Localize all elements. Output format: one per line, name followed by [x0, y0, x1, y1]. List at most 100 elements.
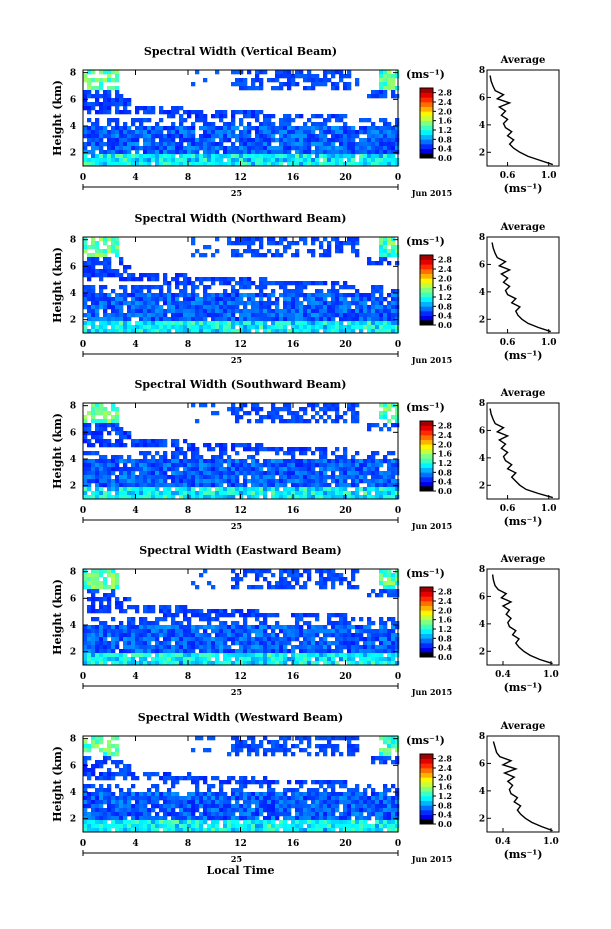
- colorbar-segment: [420, 148, 433, 154]
- colorbar-unit: (ms⁻¹): [406, 235, 445, 248]
- colorbar-segment: [420, 453, 433, 459]
- average-frame: [486, 568, 560, 666]
- colorbar-segment: [420, 763, 433, 769]
- colorbar-segment: [420, 596, 433, 602]
- colorbar-frame: [419, 87, 434, 159]
- y-tick-label: 6: [70, 262, 76, 272]
- colorbar-segment: [420, 315, 433, 321]
- avg-y-tick-label: 4: [479, 121, 485, 131]
- colorbar-unit: (ms⁻¹): [406, 734, 445, 747]
- average-profile: Average 0.4 1.0 2 4 6 8 (ms⁻¹): [479, 554, 560, 694]
- colorbar-tick-label: 0.8: [438, 800, 452, 810]
- colorbar-tick-label: 1.6: [438, 116, 452, 126]
- avg-y-tick-label: 2: [479, 814, 485, 824]
- date-label: Jun 2015: [411, 854, 452, 864]
- colorbar-frame: [419, 586, 434, 658]
- colorbar-segment: [420, 605, 433, 611]
- y-tick-label: 4: [70, 122, 76, 132]
- y-tick-label: 6: [70, 761, 76, 771]
- x-axis-label: Local Time: [207, 864, 275, 877]
- y-tick-label: 6: [70, 95, 76, 105]
- colorbar-segment: [420, 111, 433, 117]
- colorbar-segment: [420, 287, 433, 293]
- colorbar-tick-label: 0.4: [438, 643, 452, 653]
- y-tick-label: 6: [70, 428, 76, 438]
- x-tick-label: 12: [234, 672, 247, 682]
- panel-1: Spectral Width (Northward Beam)0 4 8 12 16 20…: [51, 212, 560, 365]
- colorbar-segment: [420, 421, 433, 426]
- y-tick-label: 8: [70, 402, 76, 412]
- colorbar-segment: [420, 259, 433, 265]
- x-tick-label: 0: [395, 672, 401, 682]
- colorbar-segment: [420, 768, 433, 773]
- avg-y-tick-label: 4: [479, 787, 485, 797]
- y-tick-label: 6: [70, 594, 76, 604]
- colorbar-segment: [420, 481, 433, 487]
- colorbar-segment: [420, 283, 433, 288]
- colorbar-segment: [420, 819, 433, 824]
- colorbar-tick-label: 0.4: [438, 477, 452, 487]
- day-label: 25: [231, 355, 242, 365]
- colorbar-segment: [420, 782, 433, 787]
- x-tick-label: 0: [395, 340, 401, 350]
- panel-0: Spectral Width (Vertical Beam)0 4 8 12 16 20 0…: [51, 45, 560, 198]
- x-tick-label: 20: [339, 173, 352, 183]
- colorbar-segment: [420, 486, 433, 491]
- colorbar-tick-label: 2.4: [438, 763, 452, 773]
- colorbar-unit: (ms⁻¹): [406, 68, 445, 81]
- colorbar-segment: [420, 643, 433, 648]
- colorbar-tick-label: 0.8: [438, 467, 452, 477]
- colorbar-segment: [420, 439, 433, 445]
- colorbar-tick-label: 0.0: [438, 153, 452, 163]
- colorbar-frame: [419, 753, 434, 825]
- avg-y-tick-label: 2: [479, 647, 485, 657]
- colorbar-tick-label: 2.0: [438, 106, 452, 116]
- x-tick-label: 20: [339, 672, 352, 682]
- avg-x-tick-label: 0.4: [495, 837, 511, 847]
- y-tick-label: 2: [70, 648, 76, 658]
- colorbar-segment: [420, 153, 433, 158]
- colorbar-tick-label: 2.4: [438, 596, 452, 606]
- avg-x-tick-label: 0.6: [500, 504, 516, 514]
- x-tick-label: 8: [185, 173, 191, 183]
- colorbar-tick-label: 0.4: [438, 810, 452, 820]
- colorbar-tick-label: 2.0: [438, 273, 452, 283]
- colorbar-segment: [420, 102, 433, 107]
- average-profile: Average 0.6 1.0 2 4 6 8 (ms⁻¹): [479, 55, 560, 195]
- average-title: Average: [500, 721, 546, 732]
- average-profile: Average 0.6 1.0 2 4 6 8 (ms⁻¹): [479, 222, 560, 362]
- average-xlabel: (ms⁻¹): [504, 182, 543, 195]
- average-xlabel: (ms⁻¹): [504, 681, 543, 694]
- x-tick-label: 4: [132, 173, 138, 183]
- y-axis-label: Height (km): [51, 579, 64, 655]
- avg-x-tick-label: 1.0: [543, 837, 559, 847]
- avg-y-tick-label: 6: [479, 759, 485, 769]
- avg-y-tick-label: 8: [479, 565, 485, 575]
- y-tick-label: 4: [70, 289, 76, 299]
- colorbar-segment: [420, 800, 433, 806]
- avg-x-tick-label: 1.0: [543, 670, 559, 680]
- colorbar-segment: [420, 120, 433, 126]
- avg-y-tick-label: 6: [479, 93, 485, 103]
- colorbar-unit: (ms⁻¹): [406, 567, 445, 580]
- colorbar-tick-label: 2.0: [438, 772, 452, 782]
- average-line: [492, 741, 553, 832]
- panel-title: Spectral Width (Northward Beam): [135, 212, 347, 225]
- average-xlabel: (ms⁻¹): [504, 515, 543, 528]
- colorbar-segment: [420, 88, 433, 93]
- avg-y-tick-label: 4: [479, 454, 485, 464]
- colorbar-segment: [420, 463, 433, 468]
- colorbar-segment: [420, 425, 433, 431]
- avg-y-tick-label: 8: [479, 399, 485, 409]
- colorbar-segment: [420, 269, 433, 274]
- x-tick-label: 8: [185, 839, 191, 849]
- colorbar-segment: [420, 786, 433, 792]
- colorbar-segment: [420, 624, 433, 630]
- colorbar-segment: [420, 264, 433, 270]
- average-profile: Average 0.4 1.0 2 4 6 8 (ms⁻¹): [479, 721, 560, 861]
- day-label: 25: [231, 854, 242, 864]
- colorbar-segment: [420, 467, 433, 473]
- colorbar-segment: [420, 587, 433, 592]
- colorbar-tick-label: 2.4: [438, 264, 452, 274]
- colorbar-tick-label: 1.6: [438, 782, 452, 792]
